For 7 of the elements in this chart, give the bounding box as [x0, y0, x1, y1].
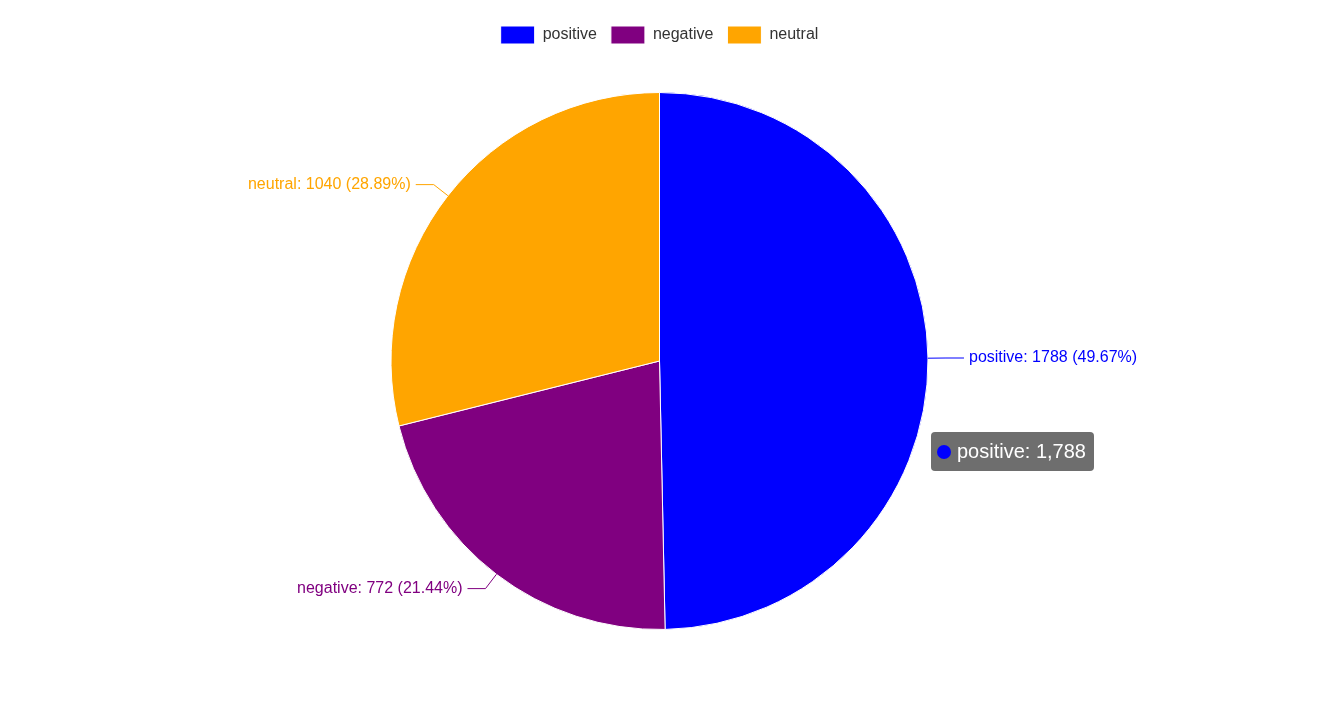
- data-label: negative: 772 (21.44%): [297, 579, 463, 597]
- legend-label: negative: [652, 25, 714, 43]
- text: positive: 1,788: [957, 440, 1086, 463]
- data-label: positive: 1788 (49.67%): [968, 348, 1138, 366]
- data-label: neutral: 1040 (28.89%): [247, 175, 411, 193]
- legend-label: neutral: [769, 25, 819, 43]
- legend-label: positive: [542, 25, 598, 43]
